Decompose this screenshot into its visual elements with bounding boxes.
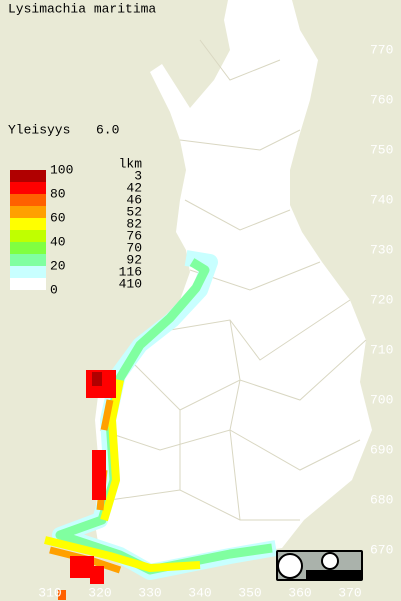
north-label: 720 xyxy=(370,292,393,307)
north-label: 680 xyxy=(370,492,393,507)
legend-scale-label: 20 xyxy=(50,258,66,273)
north-label: 670 xyxy=(370,542,393,557)
legend-scale-label: 0 xyxy=(50,282,58,297)
north-label: 740 xyxy=(370,192,393,207)
license-badge xyxy=(276,550,363,581)
north-label: 750 xyxy=(370,142,393,157)
hot-cell-dark xyxy=(92,372,102,386)
north-labels: 770 760 750 740 730 720 710 700 690 680 670 xyxy=(370,42,393,557)
legend-count: 92 xyxy=(126,252,142,267)
legend-scale-label: 80 xyxy=(50,186,66,201)
count-header: lkm xyxy=(119,156,143,171)
legend-count: 3 xyxy=(134,168,142,183)
east-label: 350 xyxy=(238,585,261,600)
legend-count: 76 xyxy=(126,228,142,243)
north-label: 760 xyxy=(370,92,393,107)
legend-count: 70 xyxy=(126,240,142,255)
east-label: 320 xyxy=(88,585,111,600)
legend-count: 42 xyxy=(126,180,142,195)
frequency-value: 6.0 xyxy=(96,122,119,137)
legend-scale-label: 100 xyxy=(50,162,73,177)
north-label: 730 xyxy=(370,242,393,257)
legend-scale-label: 60 xyxy=(50,210,66,225)
east-label: 340 xyxy=(188,585,211,600)
north-label: 690 xyxy=(370,442,393,457)
legend-count: 46 xyxy=(126,192,142,207)
east-label: 370 xyxy=(338,585,361,600)
east-label: 360 xyxy=(288,585,311,600)
grid xyxy=(99,39,367,521)
north-label: 770 xyxy=(370,42,393,57)
legend-scale-label: 40 xyxy=(50,234,66,249)
frequency-label: Yleisyys xyxy=(8,122,70,137)
legend xyxy=(10,170,46,290)
land xyxy=(94,0,372,572)
east-labels: 310 320 330 340 350 360 370 xyxy=(38,585,361,600)
east-label: 330 xyxy=(138,585,161,600)
north-label: 710 xyxy=(370,342,393,357)
legend-count: 116 xyxy=(119,264,142,279)
north-label: 700 xyxy=(370,392,393,407)
legend-count: 52 xyxy=(126,204,142,219)
legend-count: 410 xyxy=(119,276,142,291)
legend-count: 82 xyxy=(126,216,142,231)
east-label: 310 xyxy=(38,585,61,600)
title: Lysimachia maritima xyxy=(8,1,156,16)
legend-scale: 100 80 60 40 20 0 xyxy=(50,162,73,297)
